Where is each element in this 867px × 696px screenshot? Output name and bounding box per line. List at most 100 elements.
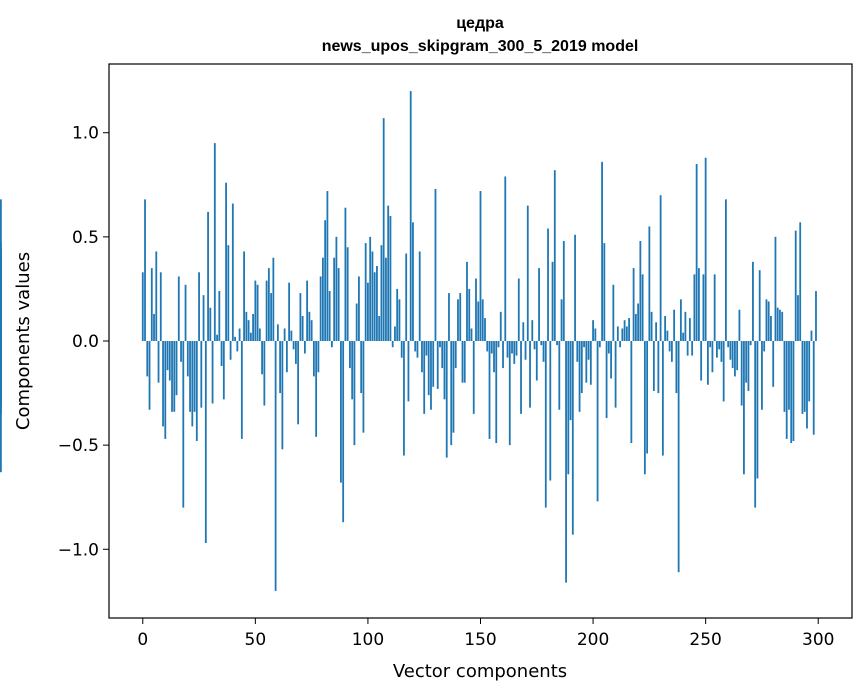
bar: [0, 341, 2, 473]
bar: [409, 91, 412, 341]
bar: [288, 282, 291, 341]
bar: [164, 341, 167, 439]
bar: [772, 341, 775, 387]
bar: [484, 318, 486, 341]
bar: [650, 311, 653, 341]
bar: [189, 341, 191, 412]
x-tick-label: 100: [352, 630, 384, 650]
bar: [364, 243, 367, 341]
bar: [236, 341, 239, 352]
bar: [448, 293, 450, 341]
bar: [459, 293, 462, 341]
bar: [560, 299, 563, 341]
bar: [475, 278, 477, 341]
bar: [423, 341, 426, 414]
bar: [567, 341, 570, 475]
y-axis-label: Components values: [13, 252, 34, 430]
bar: [281, 341, 284, 450]
bar: [229, 341, 232, 360]
bar: [243, 251, 245, 341]
bar: [731, 341, 734, 369]
bar: [619, 341, 621, 348]
bar: [720, 341, 723, 362]
bar: [252, 313, 254, 341]
bar: [396, 288, 399, 341]
y-tick-label: −0.5: [58, 436, 99, 456]
bar: [506, 341, 509, 358]
bar: [454, 341, 457, 369]
bar: [218, 291, 221, 341]
bar: [673, 309, 676, 341]
bar: [220, 341, 223, 366]
bar: [389, 216, 392, 341]
bar: [358, 276, 360, 341]
bar: [463, 341, 466, 383]
bar: [421, 341, 423, 373]
bar: [603, 243, 606, 341]
bar: [340, 341, 342, 483]
bar: [477, 301, 480, 341]
bar: [513, 341, 516, 364]
bar: [526, 205, 529, 341]
bar: [610, 341, 612, 379]
y-tick-label: 1.0: [72, 124, 99, 144]
bar: [238, 328, 241, 341]
bar: [675, 341, 678, 394]
bar: [355, 303, 358, 341]
x-tick-label: 200: [577, 630, 609, 650]
bar: [479, 191, 482, 341]
bar: [612, 284, 615, 341]
bar: [317, 341, 320, 373]
bar: [294, 341, 297, 364]
bar: [544, 341, 547, 508]
bar: [321, 257, 324, 341]
bar: [385, 257, 387, 341]
bar: [765, 299, 768, 341]
bar: [155, 251, 158, 341]
bar: [490, 341, 493, 354]
bar: [200, 341, 203, 408]
bar: [569, 341, 572, 421]
bar: [157, 341, 160, 383]
bar: [436, 341, 439, 389]
bar: [756, 341, 759, 479]
bar: [162, 341, 164, 427]
bar: [810, 330, 813, 341]
bar: [378, 316, 381, 341]
bar: [470, 328, 473, 341]
bar: [677, 341, 680, 573]
bar: [740, 341, 743, 406]
bar: [623, 320, 626, 341]
bar: [299, 293, 302, 341]
bar: [558, 341, 561, 410]
bar: [529, 341, 531, 408]
bar: [258, 328, 261, 341]
bar: [695, 163, 698, 341]
bar: [346, 247, 349, 341]
bar: [182, 341, 185, 508]
bar: [616, 326, 619, 341]
bar: [761, 341, 763, 410]
bar: [326, 191, 329, 341]
bar: [150, 268, 153, 341]
bar: [607, 341, 610, 354]
bar: [414, 341, 417, 352]
bar: [441, 341, 444, 369]
bar: [432, 341, 435, 387]
bar: [625, 326, 628, 341]
bar: [553, 170, 556, 341]
bar: [398, 299, 401, 341]
bar: [382, 118, 385, 342]
bar: [517, 278, 520, 341]
bar: [576, 341, 579, 362]
bar: [376, 266, 378, 341]
bar: [594, 328, 597, 341]
bar: [493, 341, 495, 373]
bar: [274, 341, 277, 591]
bar: [646, 341, 649, 454]
bar: [303, 341, 306, 354]
bar: [535, 341, 538, 381]
bar: [779, 309, 781, 341]
bar: [180, 341, 182, 362]
x-tick-label: 0: [137, 630, 148, 650]
